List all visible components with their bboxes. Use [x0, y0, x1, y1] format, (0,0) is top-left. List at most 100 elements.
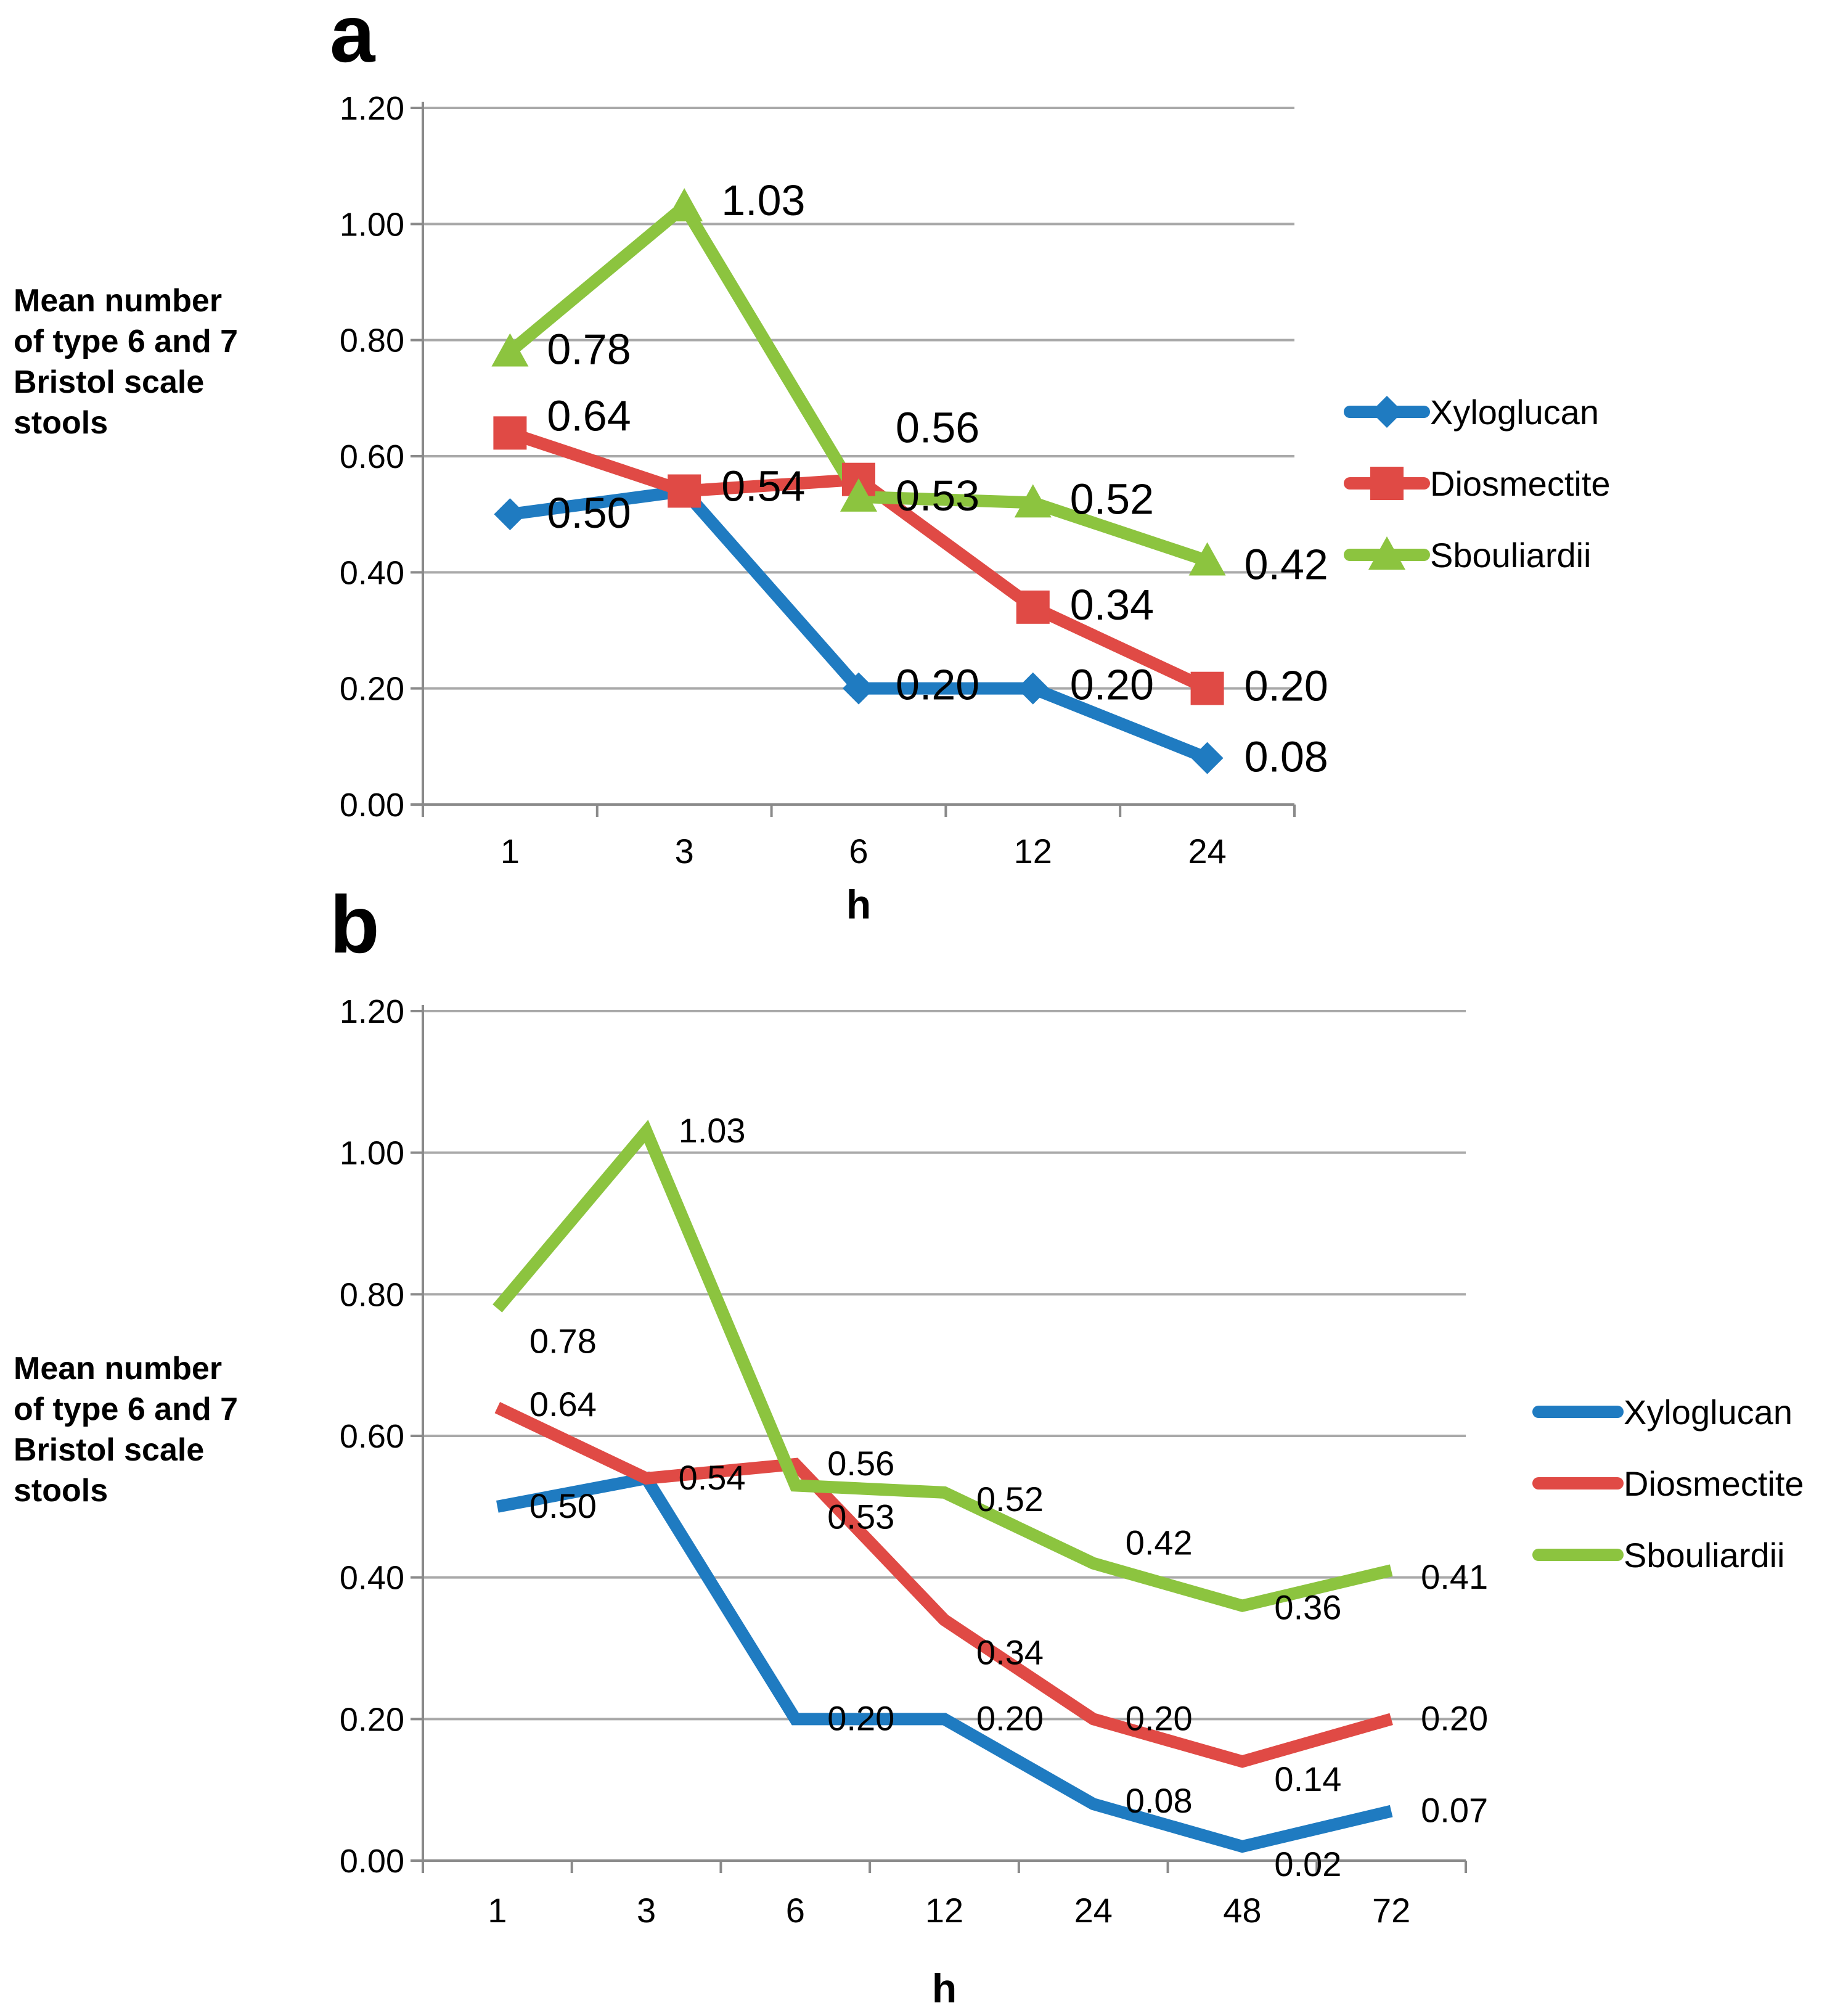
y-tick-label: 1.00 — [340, 206, 404, 243]
data-label-sbouliardii: 0.52 — [1070, 475, 1154, 523]
y-tick-label: 0.00 — [340, 787, 404, 824]
data-label-xyloglucan: 0.20 — [827, 1698, 894, 1737]
x-tick-label: 72 — [1372, 1891, 1410, 1930]
x-axis-label: h — [846, 882, 871, 927]
data-point-xyloglucan — [1016, 672, 1049, 705]
data-label-xyloglucan: 0.50 — [529, 1486, 597, 1525]
panel-b-chart: b Mean number of type 6 and 7 Bristol scale… — [14, 879, 1804, 2011]
legend-label-xyloglucan: Xyloglucan — [1624, 1393, 1792, 1432]
x-tick-label: 6 — [786, 1891, 805, 1930]
data-point-sbouliardii — [1188, 542, 1226, 576]
data-label-xyloglucan: 0.02 — [1274, 1845, 1341, 1883]
data-label-diosmectite: 0.54 — [721, 462, 805, 510]
x-tick-label: 12 — [925, 1891, 963, 1930]
data-label-sbouliardii: 0.53 — [827, 1497, 894, 1536]
y-axis-label: stools — [14, 405, 108, 441]
y-tick-label: 1.00 — [340, 1135, 404, 1172]
legend-label-diosmectite: Diosmectite — [1430, 464, 1611, 503]
y-tick-label: 0.40 — [340, 554, 404, 591]
data-label-xyloglucan: 0.08 — [1245, 733, 1328, 781]
data-label-sbouliardii: 0.36 — [1274, 1588, 1341, 1627]
y-tick-label: 0.00 — [340, 1843, 404, 1880]
series-line-diosmectite — [494, 1402, 1393, 1768]
y-tick-label: 0.20 — [340, 671, 404, 708]
data-label-xyloglucan: 0.07 — [1421, 1791, 1488, 1830]
data-label-sbouliardii: 0.53 — [896, 472, 979, 520]
data-label-diosmectite: 0.14 — [1274, 1760, 1341, 1798]
data-label-diosmectite: 0.54 — [679, 1458, 746, 1497]
data-label-xyloglucan: 0.50 — [547, 489, 631, 537]
legend-label-sbouliardii: Sbouliardii — [1624, 1536, 1785, 1575]
data-label-sbouliardii: 0.42 — [1126, 1523, 1193, 1562]
y-axis-label: Mean number — [14, 283, 222, 319]
data-point-diosmectite — [668, 474, 701, 508]
data-label-diosmectite: 0.20 — [1245, 662, 1328, 710]
data-label-diosmectite: 0.20 — [1126, 1698, 1193, 1737]
data-label-diosmectite: 0.56 — [827, 1444, 894, 1483]
x-tick-label: 12 — [1014, 832, 1052, 871]
y-axis-label: Mean number — [14, 1351, 222, 1387]
y-tick-label: 0.40 — [340, 1560, 404, 1597]
legend-marker-xyloglucan — [1371, 396, 1403, 428]
x-tick-label: 6 — [849, 832, 868, 871]
data-point-diosmectite — [493, 416, 527, 450]
panel-a-chart: a Mean number of type 6 and 7 Bristol scale… — [14, 0, 1611, 927]
panel-letter: a — [330, 0, 376, 79]
x-tick-label: 48 — [1223, 1891, 1261, 1930]
data-point-diosmectite — [1190, 671, 1224, 705]
x-tick-label: 3 — [637, 1891, 656, 1930]
data-label-diosmectite: 0.64 — [529, 1385, 597, 1424]
data-label-sbouliardii: 0.41 — [1421, 1557, 1488, 1596]
series-line-xyloglucan — [496, 1471, 1393, 1853]
data-label-xyloglucan: 0.08 — [1126, 1781, 1193, 1820]
legend-label-xyloglucan: Xyloglucan — [1430, 393, 1599, 432]
data-label-sbouliardii: 1.03 — [721, 176, 805, 224]
data-point-xyloglucan — [494, 498, 526, 531]
data-point-sbouliardii — [840, 478, 877, 512]
data-label-diosmectite: 0.20 — [1421, 1698, 1488, 1737]
data-point-sbouliardii — [1014, 484, 1052, 518]
data-point-diosmectite — [1016, 590, 1050, 624]
y-axis-label: Bristol scale — [14, 1432, 204, 1468]
data-point-xyloglucan — [843, 672, 875, 705]
x-tick-label: 1 — [501, 832, 520, 871]
y-axis-label: of type 6 and 7 — [14, 324, 238, 359]
y-axis-label: Bristol scale — [14, 364, 204, 400]
y-tick-label: 0.20 — [340, 1701, 404, 1738]
y-axis-label: of type 6 and 7 — [14, 1391, 238, 1427]
series-line-sbouliardii — [493, 1120, 1393, 1612]
y-tick-label: 0.60 — [340, 438, 404, 475]
y-tick-label: 0.80 — [340, 322, 404, 359]
data-label-sbouliardii: 0.78 — [529, 1321, 597, 1360]
data-point-xyloglucan — [1191, 742, 1224, 774]
y-tick-label: 0.80 — [340, 1276, 404, 1313]
data-point-sbouliardii — [666, 188, 703, 222]
data-label-sbouliardii: 0.78 — [547, 326, 631, 374]
x-tick-label: 24 — [1074, 1891, 1113, 1930]
data-label-xyloglucan: 0.20 — [976, 1698, 1044, 1737]
x-tick-label: 24 — [1188, 832, 1226, 871]
legend-label-diosmectite: Diosmectite — [1624, 1464, 1804, 1503]
data-label-sbouliardii: 0.52 — [976, 1480, 1044, 1518]
legend-label-sbouliardii: Sbouliardii — [1430, 536, 1592, 575]
legend-marker-sbouliardii — [1368, 536, 1405, 570]
y-axis-label: stools — [14, 1473, 108, 1509]
x-axis-label: h — [932, 1965, 957, 2011]
panel-letter: b — [330, 879, 380, 970]
data-label-sbouliardii: 1.03 — [679, 1111, 746, 1150]
data-label-diosmectite: 0.64 — [547, 391, 631, 440]
data-label-xyloglucan: 0.20 — [1070, 661, 1154, 709]
y-tick-label: 1.20 — [340, 993, 404, 1030]
data-label-diosmectite: 0.34 — [976, 1633, 1044, 1672]
y-tick-label: 1.20 — [340, 90, 404, 127]
data-label-diosmectite: 0.34 — [1070, 581, 1154, 629]
data-label-diosmectite: 0.56 — [896, 404, 979, 452]
legend-marker-diosmectite — [1370, 467, 1404, 500]
data-point-sbouliardii — [491, 333, 529, 367]
x-tick-label: 1 — [488, 1891, 507, 1930]
y-tick-label: 0.60 — [340, 1418, 404, 1455]
data-label-sbouliardii: 0.42 — [1245, 541, 1328, 589]
data-label-xyloglucan: 0.20 — [896, 661, 979, 709]
x-tick-label: 3 — [675, 832, 694, 871]
